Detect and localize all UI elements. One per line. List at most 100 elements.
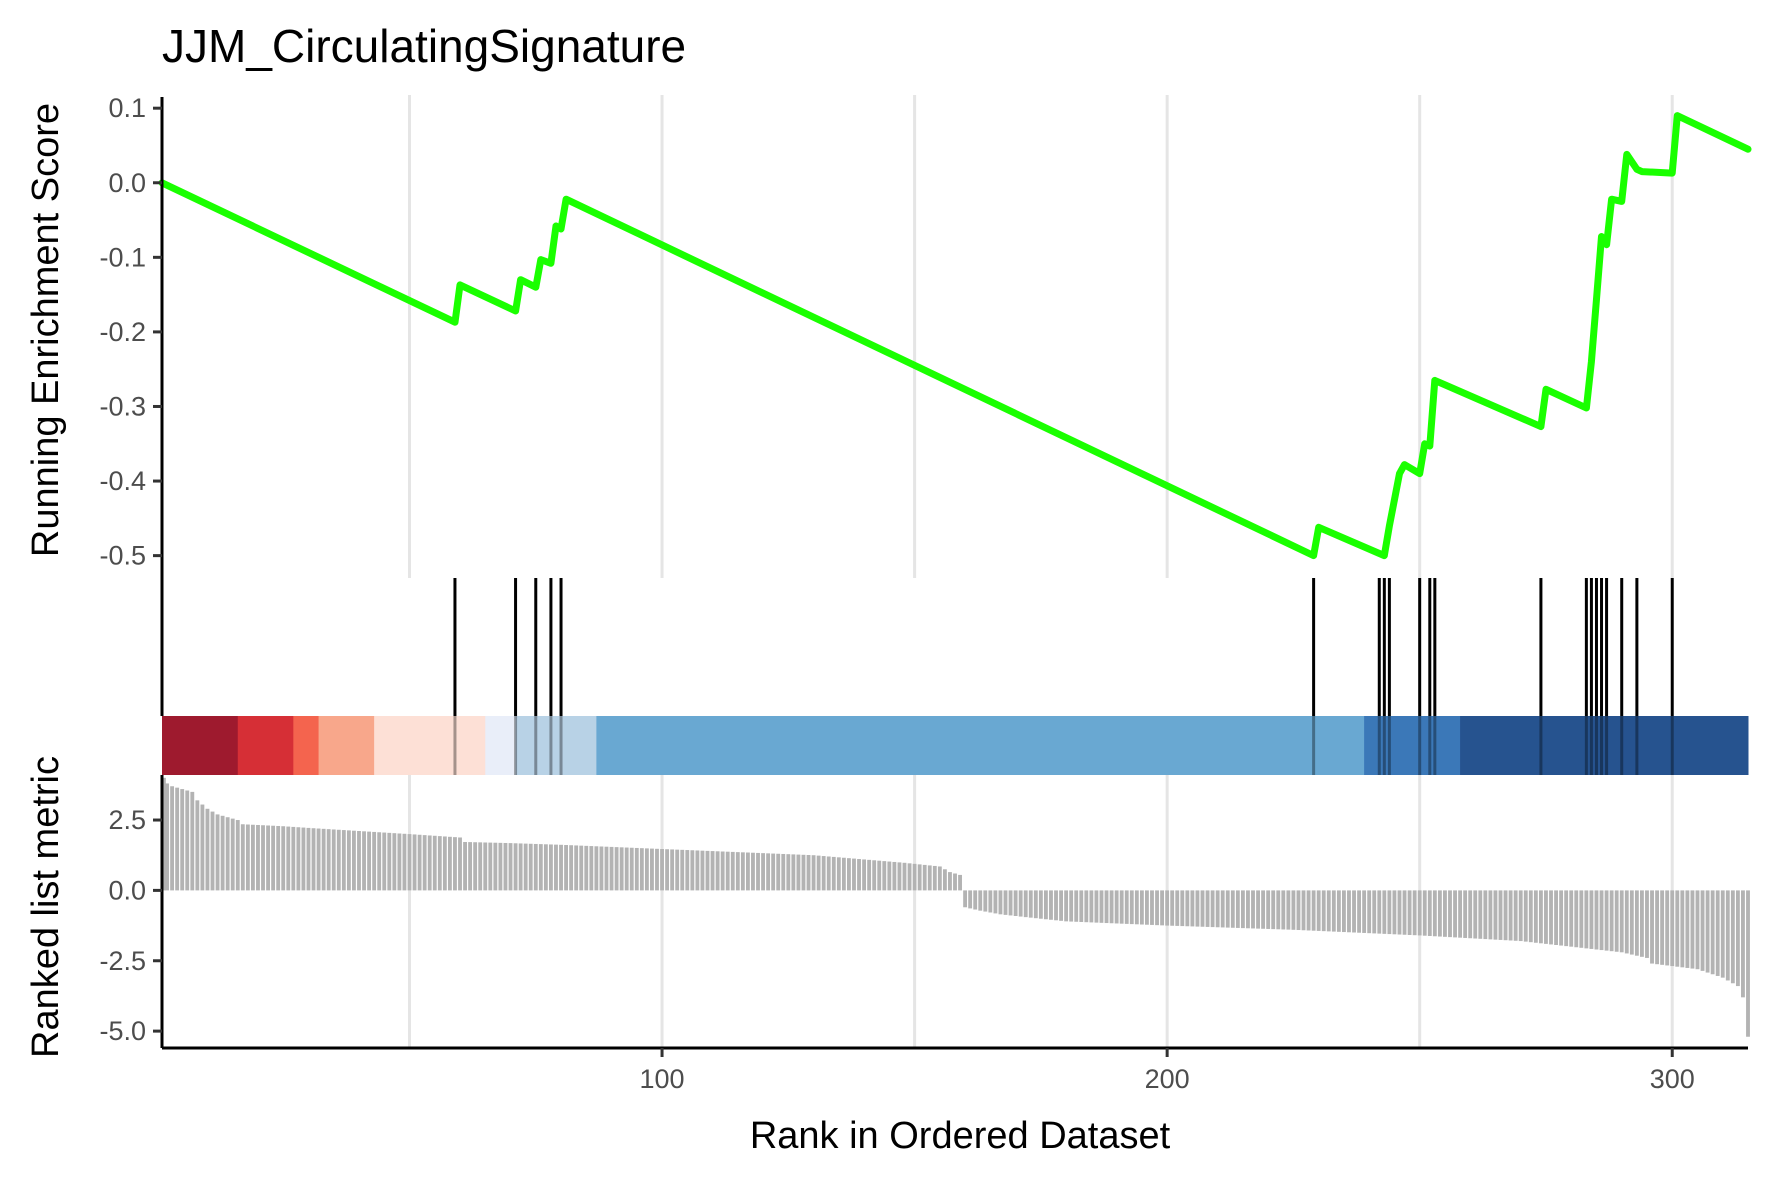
metric-bar xyxy=(690,850,695,891)
metric-bar xyxy=(1538,890,1543,944)
metric-bar xyxy=(1584,890,1589,949)
metric-bar xyxy=(811,855,816,891)
metric-bar xyxy=(1165,890,1170,926)
metric-bar xyxy=(1094,890,1099,923)
metric-bar xyxy=(1665,890,1670,966)
metric-y-tick-label: -2.5 xyxy=(99,946,146,976)
metric-bar xyxy=(1367,890,1372,934)
metric-bar xyxy=(847,858,851,891)
metric-bar xyxy=(922,864,927,891)
metric-bar xyxy=(882,861,887,891)
metric-bar xyxy=(816,855,821,891)
metric-bar xyxy=(634,847,639,891)
metric-bar xyxy=(1645,890,1649,958)
metric-bar xyxy=(831,856,836,891)
metric-bar xyxy=(776,853,781,891)
metric-bar xyxy=(458,837,462,891)
metric-bar xyxy=(1235,890,1240,928)
metric-bar xyxy=(806,855,811,891)
band-segment xyxy=(374,716,486,775)
metric-bar xyxy=(1564,890,1569,947)
metric-bar xyxy=(1326,890,1331,932)
band-segment xyxy=(162,716,239,775)
metric-bar xyxy=(705,850,710,891)
metric-bar xyxy=(665,849,670,891)
metric-bar xyxy=(1508,890,1513,941)
metric-bar xyxy=(1246,890,1250,929)
metric-bar xyxy=(326,829,331,891)
metric-bar xyxy=(897,862,902,891)
metric-bar xyxy=(1377,890,1382,934)
metric-bar xyxy=(523,843,528,891)
metric-bar xyxy=(1286,890,1291,930)
metric-bar xyxy=(872,860,877,891)
band-segment xyxy=(596,716,1365,775)
metric-bar xyxy=(316,828,321,891)
metric-bar xyxy=(230,818,235,891)
metric-bar xyxy=(1023,890,1028,918)
band-segment xyxy=(1460,716,1749,775)
metric-bar xyxy=(382,832,387,891)
metric-bar xyxy=(271,825,276,891)
metric-bar xyxy=(1453,890,1457,938)
metric-bar xyxy=(1604,890,1609,951)
metric-bar xyxy=(1741,890,1745,998)
metric-bar xyxy=(877,860,882,891)
metric-y-tick-label: -5.0 xyxy=(99,1016,146,1046)
es-y-tick-label: -0.4 xyxy=(99,466,146,496)
metric-bar xyxy=(1427,890,1432,936)
metric-bar xyxy=(781,853,786,891)
metric-bar xyxy=(1599,890,1604,951)
metric-bar xyxy=(1382,890,1387,934)
metric-bar xyxy=(1549,890,1553,945)
band-segment xyxy=(293,716,320,775)
metric-bar xyxy=(1155,890,1159,926)
metric-bar xyxy=(1675,890,1680,967)
metric-bar xyxy=(1518,890,1523,942)
metric-bar xyxy=(286,826,291,891)
metric-bar xyxy=(473,842,478,891)
metric-bar xyxy=(1705,890,1710,973)
metric-bar xyxy=(165,783,169,891)
metric-bar xyxy=(432,835,437,891)
metric-bar xyxy=(1594,890,1599,950)
metric-bar xyxy=(1321,890,1326,932)
metric-bar xyxy=(357,831,361,891)
metric-bar xyxy=(548,844,553,891)
metric-bar xyxy=(453,837,457,891)
metric-bar xyxy=(1134,890,1139,925)
metric-bar xyxy=(1028,890,1033,918)
metric-bar xyxy=(1569,890,1574,947)
metric-bar xyxy=(377,832,382,891)
metric-bar xyxy=(1013,890,1018,917)
band-segment xyxy=(515,716,597,775)
metric-bar xyxy=(1079,890,1084,922)
metric-bar xyxy=(771,853,776,891)
es-y-tick-label: -0.1 xyxy=(99,242,146,272)
band-segment xyxy=(237,716,294,775)
metric-bar xyxy=(599,846,604,891)
metric-bar xyxy=(1579,890,1584,948)
ranked-metric-bars xyxy=(162,777,1750,1037)
band-segment xyxy=(318,716,375,775)
metric-bar xyxy=(796,854,801,891)
metric-bar xyxy=(1402,890,1407,935)
metric-bar xyxy=(508,843,513,891)
es-series-line xyxy=(158,112,1752,560)
metric-bar xyxy=(680,849,685,891)
metric-bar xyxy=(281,826,286,891)
metric-bar xyxy=(1018,890,1023,917)
metric-bar xyxy=(983,890,988,912)
metric-bar xyxy=(1589,890,1594,949)
metric-bar xyxy=(468,842,473,891)
metric-bar xyxy=(1640,890,1644,957)
metric-bar xyxy=(235,820,240,891)
metric-bar xyxy=(1205,890,1210,927)
metric-bar xyxy=(397,833,402,891)
metric-bar xyxy=(1443,890,1447,937)
metric-bar xyxy=(1473,890,1478,939)
metric-bar xyxy=(392,833,397,891)
metric-bar xyxy=(675,849,680,891)
metric-bar xyxy=(821,856,826,891)
